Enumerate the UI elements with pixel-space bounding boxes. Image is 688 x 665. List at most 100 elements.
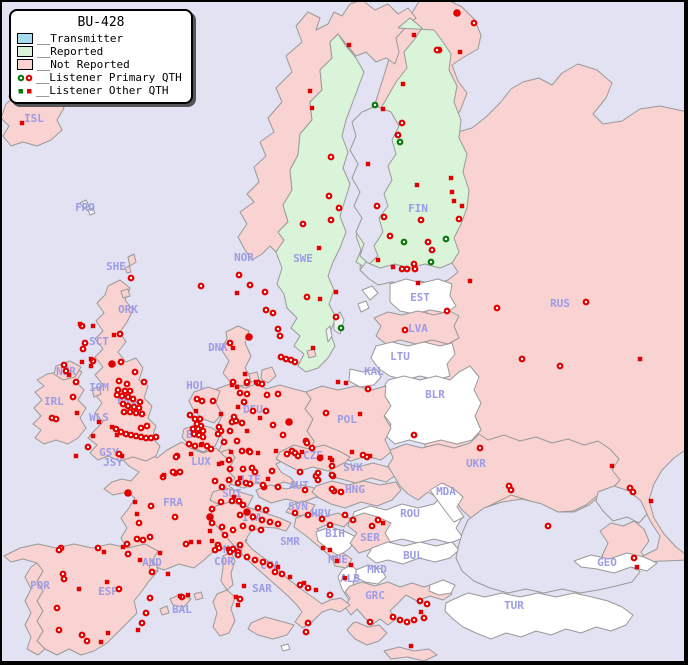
listener-other-qth-marker: [88, 363, 94, 369]
listener-primary-qth-marker: [308, 444, 316, 452]
legend-row-not-reported: __Not Reported: [17, 58, 185, 71]
listener-other-qth-marker: [119, 453, 125, 459]
listener-primary-qth-marker: [196, 415, 204, 423]
listener-qth-cluster-dot: [124, 489, 132, 497]
listener-primary-qth-marker: [239, 501, 247, 509]
listener-primary-qth-marker: [215, 423, 223, 431]
island-malta: [280, 643, 291, 652]
country-label-blr: BLR: [425, 388, 445, 401]
country-label-isl: ISL: [24, 112, 44, 125]
listener-primary-qth-marker: [53, 604, 61, 612]
listener-other-qth-marker: [229, 382, 235, 388]
transmitter-swatch: [17, 33, 33, 44]
listener-primary-qth-marker: [218, 483, 226, 491]
listener-primary-qth-marker: [274, 390, 282, 398]
listener-primary-qth-marker: [302, 628, 310, 636]
listener-primary-qth-marker: [424, 238, 432, 246]
listener-primary-qth-marker: [279, 431, 287, 439]
listener-primary-qth-marker: [296, 581, 304, 589]
country-label-jsy: JSY: [103, 456, 123, 469]
country-label-hrv: HRV: [311, 507, 331, 520]
listener-primary-qth-marker: [291, 509, 299, 517]
listener-primary-qth-marker: [226, 427, 234, 435]
listener-other-qth-marker: [111, 332, 117, 338]
listener-other-qth-marker: [317, 296, 323, 302]
listener-primary-qth-marker: [248, 524, 256, 532]
listener-primary-qth-marker: [394, 131, 402, 139]
listener-primary-qth-marker: [55, 626, 63, 634]
legend-title: BU-428: [77, 15, 125, 30]
listener-other-qth-marker: [135, 627, 141, 633]
listener-primary-qth-marker-green: [400, 238, 408, 246]
listener-other-qth-marker: [316, 245, 322, 251]
listener-other-qth-marker: [287, 574, 293, 580]
listener-primary-qth-marker: [325, 192, 333, 200]
listener-primary-qth-marker: [234, 551, 242, 559]
listener-other-qth-marker: [335, 379, 341, 385]
country-label-dnk: DNK: [208, 341, 228, 354]
country-turkey: [444, 592, 634, 640]
listener-other-qth-marker: [327, 547, 333, 553]
country-estonia: [389, 278, 457, 315]
listener-other-qth-marker: [457, 49, 463, 55]
listener-primary-qth-marker: [118, 392, 126, 400]
listener-other-qth-marker: [365, 161, 371, 167]
listener-primary-qth-marker: [236, 595, 244, 603]
legend-row-transmitter: __Transmitter: [17, 32, 185, 45]
listener-other-qth-marker: [307, 88, 313, 94]
listener-primary-qth-marker: [328, 462, 336, 470]
listener-qth-cluster-dot: [245, 333, 253, 341]
country-label-fra: FRA: [163, 496, 183, 509]
country-label-svk: SVK: [343, 461, 363, 474]
country-label-bal: BAL: [172, 603, 192, 616]
listener-other-qth-marker: [196, 539, 202, 545]
listener-primary-qth-marker: [133, 535, 141, 543]
listener-primary-qth-marker: [146, 533, 154, 541]
listener-primary-qth-marker: [420, 614, 428, 622]
country-estonia-islands: [357, 285, 379, 313]
country-label-por: POR: [30, 579, 50, 592]
listener-primary-qth-marker: [364, 385, 372, 393]
listener-other-qth-marker: [105, 630, 111, 636]
country-macedonia: [355, 564, 387, 585]
listener-other-qth-marker: [318, 454, 324, 460]
legend-row-label: __Listener Other QTH: [36, 84, 169, 97]
listener-other-qth-marker: [19, 120, 25, 126]
listener-other-qth-marker: [230, 345, 236, 351]
country-slovakia: [328, 462, 397, 484]
listener-primary-qth-marker: [373, 202, 381, 210]
country-label-mkd: MKD: [367, 563, 387, 576]
listener-other-qth-marker: [157, 550, 163, 556]
listener-primary-qth-marker: [185, 440, 193, 448]
listener-primary-qth-marker: [132, 409, 140, 417]
listener-primary-qth-marker: [123, 540, 131, 548]
listener-primary-qth-marker: [398, 265, 406, 273]
country-label-grc: GRC: [365, 589, 385, 602]
listener-other-qth-marker: [301, 580, 307, 586]
listener-primary-qth-marker: [136, 398, 144, 406]
country-greece-peloponnese: [346, 621, 388, 646]
listener-primary-qth-marker: [398, 119, 406, 127]
country-label-smr: SMR: [280, 535, 300, 548]
listener-primary-qth-marker: [198, 397, 206, 405]
listener-primary-qth-marker: [257, 526, 265, 534]
listener-primary-qth-marker: [259, 558, 267, 566]
listener-primary-qth-marker: [186, 411, 194, 419]
listener-primary-qth-marker: [123, 380, 131, 388]
listener-other-qth-marker: [253, 379, 259, 385]
listener-qth-cluster-dot: [285, 418, 293, 426]
listener-primary-qth-marker: [236, 389, 244, 397]
listener-primary-qth-marker: [246, 480, 254, 488]
listener-primary-qth-marker: [261, 288, 269, 296]
country-label-ltu: LTU: [390, 350, 410, 363]
legend-row-label: __Transmitter: [37, 32, 124, 45]
country-italy: [209, 501, 351, 629]
listener-primary-qth-marker: [208, 519, 216, 527]
listener-primary-qth-marker: [172, 453, 180, 461]
listener-other-qth-marker: [233, 594, 239, 600]
listener-other-qth-marker: [165, 571, 171, 577]
listener-other-qth-marker: [408, 643, 414, 649]
listener-other-qth-marker: [219, 460, 225, 466]
listener-primary-qth-marker: [146, 594, 154, 602]
listener-primary-qth-marker: [274, 483, 282, 491]
